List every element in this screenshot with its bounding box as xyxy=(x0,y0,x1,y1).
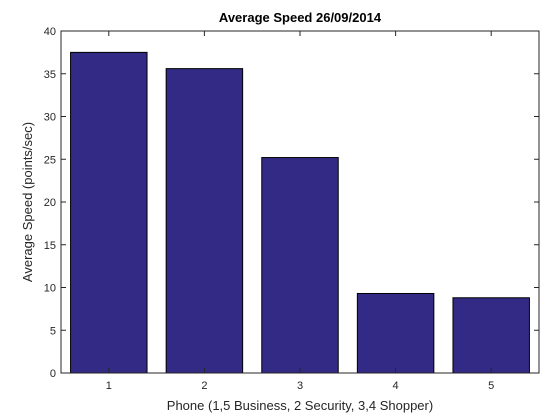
x-axis: 1 2 3 4 5 xyxy=(106,31,494,392)
bar-1 xyxy=(70,51,148,374)
bars-group xyxy=(70,51,530,374)
x-tick-label: 3 xyxy=(297,380,303,392)
y-tick-label: 25 xyxy=(44,154,56,166)
bar-4 xyxy=(356,292,435,374)
y-tick-label: 10 xyxy=(44,283,56,295)
y-tick-label: 20 xyxy=(44,197,56,209)
y-tick-label: 5 xyxy=(50,325,56,337)
y-tick-label: 40 xyxy=(44,26,56,38)
y-tick-label: 35 xyxy=(44,69,56,81)
x-axis-label: Phone (1,5 Business, 2 Security, 3,4 Sho… xyxy=(167,398,433,413)
x-tick-label: 1 xyxy=(106,380,112,392)
y-tick-label: 30 xyxy=(44,112,56,124)
y-tick-label: 0 xyxy=(50,368,56,380)
y-tick-label: 15 xyxy=(44,240,56,252)
x-tick-label: 2 xyxy=(201,380,207,392)
x-tick-label: 5 xyxy=(488,380,494,392)
bar-5 xyxy=(452,297,530,374)
y-axis: 0 5 10 15 20 25 30 35 40 xyxy=(44,26,539,380)
x-tick-label: 4 xyxy=(393,380,399,392)
bar-3 xyxy=(261,157,339,374)
y-axis-label: Average Speed (points/sec) xyxy=(20,122,35,282)
chart-title: Average Speed 26/09/2014 xyxy=(219,10,382,25)
bar-2 xyxy=(165,68,244,374)
